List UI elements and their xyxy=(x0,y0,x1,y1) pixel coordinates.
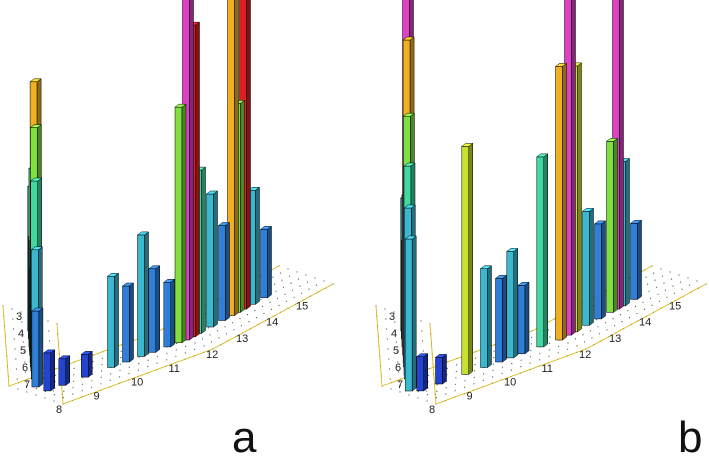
bar xyxy=(461,142,474,375)
floor-edge-outer xyxy=(56,283,334,405)
bar xyxy=(106,272,120,368)
y-tick-label: 6 xyxy=(395,362,401,374)
x-tick-label: 12 xyxy=(206,349,218,361)
x-tick-label: 8 xyxy=(429,404,435,416)
bar xyxy=(80,350,93,378)
bar xyxy=(494,274,508,363)
x-tick-label: 12 xyxy=(579,349,591,361)
bar xyxy=(58,355,71,386)
y-tick-label: 5 xyxy=(393,345,399,357)
bar xyxy=(205,190,219,328)
bar xyxy=(163,278,176,348)
bar xyxy=(536,153,549,348)
y-tick-label: 4 xyxy=(391,328,397,340)
bar xyxy=(506,247,519,359)
x-tick-label: 10 xyxy=(504,377,516,389)
x-tick-label: 13 xyxy=(609,333,621,345)
x-tick-label: 9 xyxy=(94,390,100,402)
bar xyxy=(174,103,187,344)
bar xyxy=(605,137,619,313)
y-tick-label: 4 xyxy=(18,328,24,340)
y-tick-label: 7 xyxy=(397,379,403,391)
bar xyxy=(148,265,161,353)
bar xyxy=(517,281,530,355)
bar xyxy=(217,222,231,321)
y-tick-label: 5 xyxy=(20,345,26,357)
x-tick-label: 14 xyxy=(639,317,651,329)
bar xyxy=(479,265,493,368)
x-tick-label: 15 xyxy=(296,300,308,312)
bar xyxy=(31,307,44,388)
bar xyxy=(434,353,448,385)
chart-panel-a: 3 4 5 6 7 8 9 10 11 12 13 14 15 xyxy=(2,0,334,416)
panel-label-a: a xyxy=(232,413,257,460)
y-tick-label: 7 xyxy=(24,379,30,391)
bar xyxy=(404,235,417,392)
y-tick-label: 3 xyxy=(389,311,395,323)
bar xyxy=(554,62,568,341)
bar xyxy=(43,349,56,392)
x-tick-label: 15 xyxy=(669,300,681,312)
x-tick-label: 13 xyxy=(236,333,248,345)
bar xyxy=(121,282,135,363)
x-tick-label: 9 xyxy=(467,390,473,402)
bar xyxy=(581,207,595,326)
chart-panel-b: 3 4 5 6 7 8 9 10 11 12 13 14 15 xyxy=(375,0,707,416)
floor-edge-outer xyxy=(429,283,707,405)
y-tick-label: 3 xyxy=(16,311,22,323)
panel-label-b: b xyxy=(678,413,702,460)
bar xyxy=(227,0,239,317)
x-tick-label: 11 xyxy=(542,363,553,375)
bar xyxy=(629,219,643,300)
bar xyxy=(136,231,150,357)
bar xyxy=(416,353,429,392)
bar xyxy=(593,220,607,320)
x-tick-label: 10 xyxy=(131,377,143,389)
y-tick-label: 6 xyxy=(22,362,28,374)
x-tick-label: 8 xyxy=(56,404,62,416)
x-tick-label: 11 xyxy=(169,363,180,375)
x-tick-label: 14 xyxy=(266,317,278,329)
bar xyxy=(259,225,273,299)
